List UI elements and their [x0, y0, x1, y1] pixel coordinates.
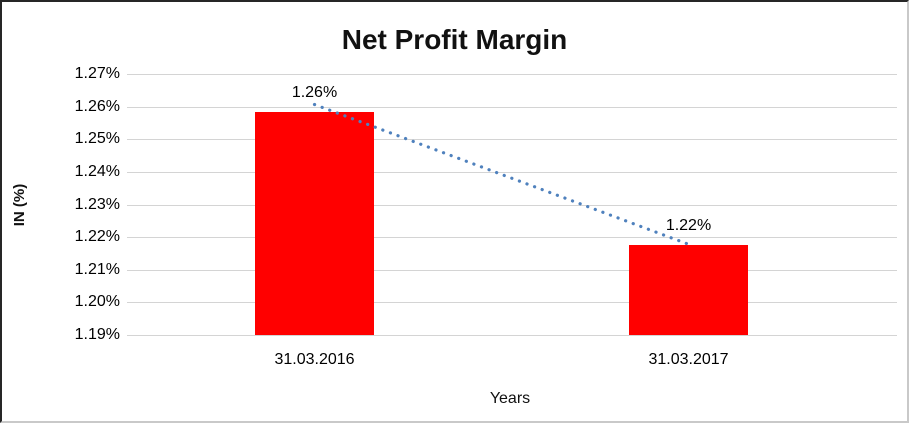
bar-31.03.2016	[255, 112, 374, 335]
y-tick-label: 1.21%	[74, 261, 120, 278]
gridline	[127, 74, 897, 75]
bar-data-label: 1.22%	[665, 217, 712, 234]
gridline	[127, 172, 897, 173]
gridline	[127, 205, 897, 206]
y-tick-label: 1.20%	[74, 293, 120, 310]
y-tick-label: 1.23%	[74, 196, 120, 213]
gridline	[127, 237, 897, 238]
y-tick-label: 1.24%	[74, 163, 120, 180]
y-tick-label: 1.26%	[74, 98, 120, 115]
y-tick-label: 1.27%	[74, 65, 120, 82]
y-axis-title: IN (%)	[11, 183, 28, 227]
gridline	[127, 302, 897, 303]
gridline	[127, 139, 897, 140]
gridline	[127, 107, 897, 108]
x-axis-title: Years	[489, 390, 531, 407]
gridline	[127, 270, 897, 271]
chart-title: Net Profit Margin	[341, 24, 568, 55]
gridline	[127, 335, 897, 336]
y-tick-label: 1.25%	[74, 130, 120, 147]
x-category-label: 31.03.2016	[274, 351, 355, 368]
y-tick-label: 1.19%	[74, 326, 120, 343]
bar-31.03.2017	[629, 245, 748, 335]
bar-data-label: 1.26%	[291, 84, 338, 101]
x-category-label: 31.03.2017	[648, 351, 729, 368]
y-tick-label: 1.22%	[74, 228, 120, 245]
